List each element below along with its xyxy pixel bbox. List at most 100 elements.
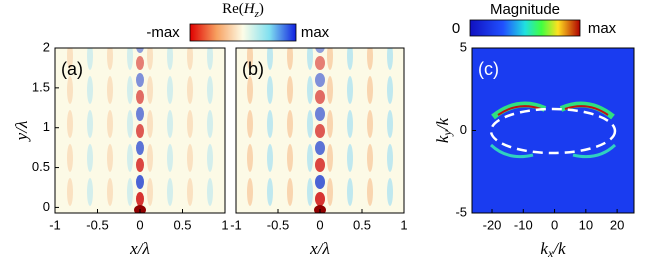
colorbar-title: Re(Hz) (222, 1, 264, 19)
x-tick-label: 10 (579, 217, 593, 232)
field-lobe (287, 144, 293, 172)
field-lobe (287, 48, 293, 70)
field-lobe (327, 48, 333, 70)
axis-label: kx/k (540, 239, 566, 260)
field-lobe (327, 76, 333, 104)
field-lobe (307, 178, 313, 206)
x-tick-label: 0 (551, 217, 558, 232)
field-lobe (287, 178, 293, 206)
field-lobe (307, 48, 313, 70)
colorbar-title-part: z (254, 8, 260, 20)
field-lobe (207, 178, 213, 206)
field-lobe (327, 178, 333, 206)
x-tick-label: -1 (230, 217, 242, 232)
field-lobe (307, 110, 313, 138)
y-tick-label: 0.5 (32, 159, 50, 174)
field-lobe (107, 110, 113, 138)
field-lobe (127, 110, 133, 138)
field-lobe (147, 178, 153, 206)
field-band (572, 143, 617, 159)
x-tick-label: -0.5 (267, 217, 289, 232)
field-lobe (87, 48, 93, 70)
field-lobe (347, 76, 353, 104)
field-lobe (136, 141, 144, 155)
field-lobe (327, 110, 333, 138)
y-tick-label: 5 (460, 39, 467, 54)
field-lobe (267, 178, 273, 206)
field-lobe (147, 144, 153, 172)
field-lobe (167, 110, 173, 138)
field-lobe (67, 144, 73, 172)
field-lobe (287, 110, 293, 138)
axis-label: ky/k (433, 117, 454, 143)
field-band (497, 105, 542, 116)
field-lobe (387, 110, 393, 138)
field-lobe (136, 124, 144, 138)
field-lobe (315, 90, 325, 104)
y-tick-label: 1.5 (32, 79, 50, 94)
x-tick-label: 0.5 (353, 217, 371, 232)
axis-label-part: k (433, 135, 452, 143)
x-tick-label: 0 (316, 217, 323, 232)
x-tick-label: 1 (400, 217, 407, 232)
x-tick-label: 20 (610, 217, 624, 232)
field-lobe (87, 110, 93, 138)
axis-label-part: y (440, 130, 454, 137)
field-lobe (147, 76, 153, 104)
field-lobe (127, 48, 133, 70)
field-lobe (107, 178, 113, 206)
field-lobe (187, 48, 193, 70)
field-lobe (247, 76, 253, 104)
field-lobe (207, 76, 213, 104)
colorbar-min-label: -max (146, 24, 180, 41)
field-band (559, 101, 615, 120)
field-lobe (267, 110, 273, 138)
y-tick-label: 1 (43, 119, 50, 134)
field-lobe (107, 76, 113, 104)
panel-label: (a) (61, 59, 83, 79)
field-lobe (127, 76, 133, 104)
field-lobe (387, 76, 393, 104)
field-lobe (107, 144, 113, 172)
field-lobe (87, 178, 93, 206)
field-lobe (127, 178, 133, 206)
colorbar (189, 23, 297, 42)
field-lobe (187, 110, 193, 138)
field-lobe (347, 144, 353, 172)
x-tick-label: -0.5 (86, 217, 108, 232)
field-lobe (327, 144, 333, 172)
field-lobe (187, 178, 193, 206)
field-lobe (315, 48, 325, 53)
field-lobe (147, 110, 153, 138)
field-lobe (67, 110, 73, 138)
field-band (564, 105, 609, 116)
cutoff-ellipse (489, 107, 617, 155)
field-lobe (267, 76, 273, 104)
field-lobe (207, 144, 213, 172)
field-lobe (187, 144, 193, 172)
axis-label-part: /k (552, 239, 566, 258)
field-lobe (347, 48, 353, 70)
colorbar-max-label: max (301, 24, 330, 41)
field-lobe (315, 124, 325, 138)
field-lobe (136, 48, 144, 53)
field-lobe (136, 192, 144, 206)
field-lobe (347, 178, 353, 206)
x-tick-label: 1 (221, 217, 228, 232)
y-tick-label: 0 (460, 122, 467, 137)
field-map (236, 48, 404, 213)
field-band (489, 143, 534, 159)
field-lobe (387, 144, 393, 172)
field-lobe (67, 178, 73, 206)
colorbar (469, 19, 581, 37)
field-lobe (167, 178, 173, 206)
axis-label: x/λ (309, 239, 330, 258)
field-lobe (267, 48, 273, 70)
panel-label: (c) (478, 59, 499, 79)
field-lobe (136, 90, 144, 104)
field-lobe (247, 178, 253, 206)
field-lobe (267, 144, 273, 172)
x-tick-label: -10 (514, 217, 533, 232)
field-lobe (315, 192, 325, 206)
field-lobe (387, 178, 393, 206)
